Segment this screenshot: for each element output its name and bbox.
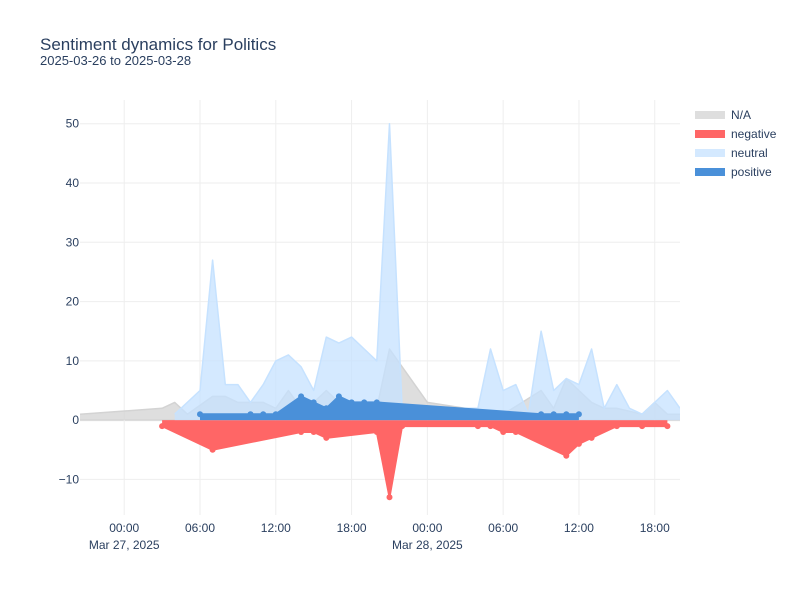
y-axis: −10 0 10 20 30 40 50 <box>59 117 80 487</box>
x-tick-label: 06:00 <box>488 521 518 535</box>
series-point[interactable] <box>272 411 279 418</box>
legend-swatch <box>695 149 725 157</box>
x-axis: 00:00 Mar 27, 2025 06:00 12:00 18:00 00:00 Mar… <box>89 521 670 552</box>
series-point[interactable] <box>639 423 646 430</box>
series-point[interactable] <box>298 393 305 400</box>
series-point[interactable] <box>538 411 545 418</box>
legend-label: neutral <box>731 146 768 160</box>
chart-title: Sentiment dynamics for Politics <box>40 35 276 54</box>
chart-subtitle: 2025-03-26 to 2025-03-28 <box>40 53 191 68</box>
legend-marker <box>706 130 714 138</box>
legend-swatch <box>695 111 725 119</box>
series-point[interactable] <box>348 399 355 406</box>
series-point[interactable] <box>260 411 267 418</box>
x-tick-label: 00:00 <box>109 521 139 535</box>
series-point[interactable] <box>550 411 557 418</box>
y-tick-label: 50 <box>66 117 80 131</box>
legend-label: positive <box>731 165 772 179</box>
y-tick-label: −10 <box>59 472 80 486</box>
legend-label: N/A <box>731 108 751 122</box>
series-point[interactable] <box>399 423 406 430</box>
y-tick-label: 40 <box>66 176 80 190</box>
series-point[interactable] <box>323 434 330 441</box>
legend-item-n-a[interactable]: N/A <box>695 108 751 122</box>
series-point[interactable] <box>588 434 595 441</box>
x-tick-label: 00:00 <box>412 521 442 535</box>
x-tick-label: 12:00 <box>564 521 594 535</box>
series-point[interactable] <box>613 423 620 430</box>
series-point[interactable] <box>563 411 570 418</box>
series-area-positive <box>200 396 579 421</box>
x-tick-date-label: Mar 27, 2025 <box>89 538 160 552</box>
series-point[interactable] <box>373 429 380 435</box>
legend-item-positive[interactable]: positive <box>695 165 772 179</box>
plot-area <box>80 122 680 501</box>
y-tick-label: 10 <box>66 354 80 368</box>
series-point[interactable] <box>664 423 671 430</box>
legend-marker <box>706 168 714 176</box>
series-point[interactable] <box>247 411 254 418</box>
series-point[interactable] <box>512 429 519 435</box>
y-tick-label: 20 <box>66 295 80 309</box>
series-point[interactable] <box>487 423 494 430</box>
x-tick-label: 12:00 <box>261 521 291 535</box>
series-point[interactable] <box>335 393 342 400</box>
series-point[interactable] <box>298 429 305 435</box>
x-tick-label: 18:00 <box>337 521 367 535</box>
y-tick-label: 0 <box>72 413 79 427</box>
legend-label: negative <box>731 127 777 141</box>
series-point[interactable] <box>361 399 368 406</box>
series-point[interactable] <box>310 429 317 435</box>
series-area-negative <box>162 420 668 498</box>
legend-item-negative[interactable]: negative <box>695 127 777 141</box>
series-point[interactable] <box>197 411 203 418</box>
series-point[interactable] <box>159 423 166 430</box>
series-point[interactable] <box>500 429 507 435</box>
x-tick-label: 18:00 <box>640 521 670 535</box>
series-point[interactable] <box>563 452 570 459</box>
series-area-neutral <box>174 123 680 421</box>
series-point[interactable] <box>310 399 317 406</box>
series-point[interactable] <box>386 494 393 501</box>
series-point[interactable] <box>575 440 582 447</box>
series-point[interactable] <box>209 446 216 453</box>
x-tick-date-label: Mar 28, 2025 <box>392 538 463 552</box>
legend-item-neutral[interactable]: neutral <box>695 146 768 160</box>
x-tick-label: 06:00 <box>185 521 215 535</box>
series-point[interactable] <box>575 411 582 418</box>
series-point[interactable] <box>323 405 330 412</box>
series-point[interactable] <box>474 423 481 430</box>
y-tick-label: 30 <box>66 235 80 249</box>
series-point[interactable] <box>373 399 380 406</box>
legend[interactable]: N/A negative neutral positive <box>695 108 777 179</box>
